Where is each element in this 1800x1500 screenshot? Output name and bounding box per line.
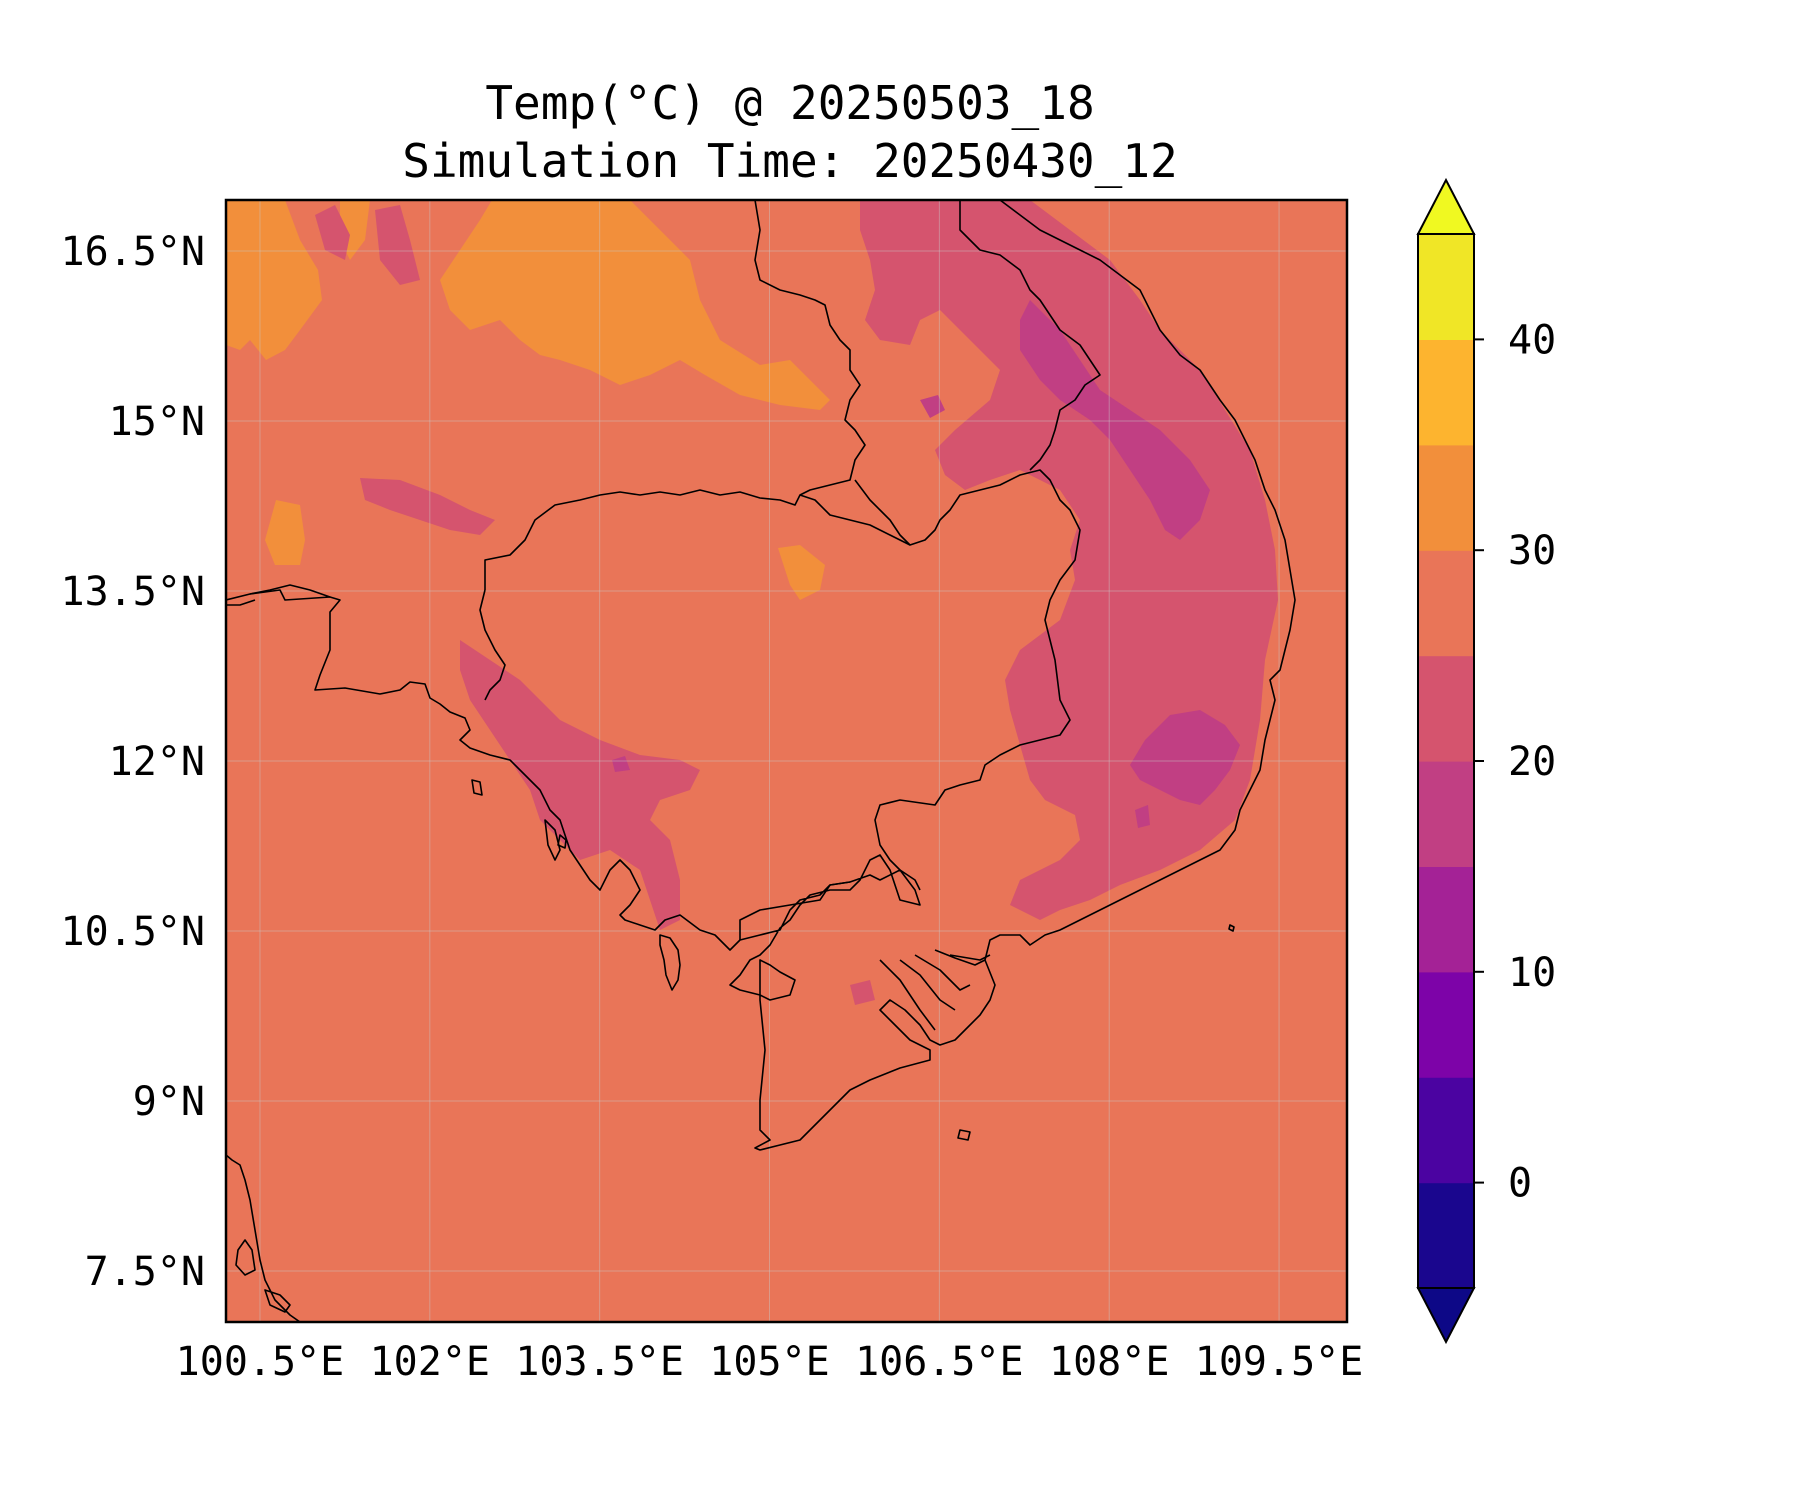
- colorbar-tick-label: 0: [1508, 1161, 1532, 1207]
- contour-15-20-lam-dong: [1130, 710, 1240, 805]
- y-tick-label: 12°N: [109, 739, 205, 785]
- colorbar-extend-high: [1416, 177, 1476, 235]
- colorbar-tick-label: 30: [1508, 528, 1556, 574]
- border-thailand-cambodia: [249, 200, 866, 598]
- border-laos-cambodia: [799, 494, 911, 546]
- colorbar-segment: [1418, 339, 1474, 446]
- coastline-malay-peninsula: [226, 1154, 301, 1322]
- x-tick-label: 103.5°E: [515, 1339, 684, 1385]
- contour-20-25-southeast-patch: [850, 980, 875, 1005]
- colorbar-tick-label: 40: [1508, 317, 1556, 363]
- contour-30-35-north-central: [440, 200, 830, 410]
- contour-30-35-isolated-3: [778, 545, 825, 600]
- island-gulf-1: [471, 779, 483, 796]
- contour-20-25-west: [360, 478, 495, 535]
- colorbar-segment: [1418, 1077, 1474, 1184]
- colorbar-segment: [1418, 866, 1474, 973]
- colorbar-segment: [1418, 234, 1474, 340]
- colorbar: 0 10 20 30 40: [1416, 177, 1556, 1345]
- y-tick-label: 9°N: [133, 1079, 205, 1125]
- x-tick-label: 105°E: [709, 1339, 829, 1385]
- colorbar-segment: [1418, 971, 1474, 1078]
- colorbar-segment: [1418, 444, 1474, 551]
- y-tick-label: 7.5°N: [85, 1249, 205, 1295]
- contour-30-35-isolated-2: [265, 500, 305, 565]
- temperature-field-contours: [226, 200, 1278, 1005]
- border-laos-vietnam: [959, 200, 1101, 471]
- border-thailand-myanmar: [226, 599, 256, 606]
- map-title: Temp(°C) @ 20250503_18 Simulation Time: …: [0, 74, 1580, 190]
- contour-15-20-small-1: [920, 395, 945, 418]
- contour-20-25-cardamom: [460, 640, 700, 930]
- x-tick-label: 108°E: [1049, 1339, 1169, 1385]
- y-tick-label: 16.5°N: [61, 229, 206, 275]
- colorbar-segment: [1418, 655, 1474, 762]
- colorbar-tick-label: 10: [1508, 950, 1556, 996]
- title-line-2: Simulation Time: 20250430_12: [402, 134, 1178, 188]
- y-axis: 16.5°N 15°N 13.5°N 12°N 10.5°N 9°N 7.5°N: [61, 229, 206, 1295]
- colorbar-extend-low: [1416, 1287, 1476, 1345]
- colorbar-segment: [1418, 761, 1474, 867]
- island-koh-kong: [544, 819, 561, 861]
- contour-20-25-northwest-strip: [315, 205, 350, 260]
- x-tick-label: 100.5°E: [176, 1339, 345, 1385]
- gridlines: [226, 200, 1347, 1322]
- island-southeast-1: [957, 1129, 971, 1141]
- title-line-1: Temp(°C) @ 20250503_18: [485, 76, 1095, 130]
- contour-15-20-small-2: [612, 756, 630, 772]
- colorbar-segment: [1418, 550, 1474, 657]
- y-tick-label: 13.5°N: [61, 569, 206, 615]
- coastlines-and-borders: [226, 200, 1296, 1322]
- island-phu-quoc: [659, 934, 681, 991]
- coastline-gulf-of-thailand: [226, 200, 1296, 1151]
- y-tick-label: 15°N: [109, 399, 205, 445]
- y-tick-label: 10.5°N: [61, 909, 206, 955]
- contour-15-20-kon-tum: [1020, 300, 1210, 540]
- colorbar-tick-label: 20: [1508, 739, 1556, 785]
- island-gulf-2: [557, 834, 567, 849]
- border-cambodia-vietnam: [479, 469, 1081, 940]
- x-tick-label: 102°E: [370, 1339, 490, 1385]
- contour-20-25-north-strip: [375, 205, 420, 285]
- colorbar-segment: [1418, 1182, 1474, 1289]
- x-tick-label: 109.5°E: [1195, 1339, 1364, 1385]
- contour-15-20-small-3: [1135, 805, 1150, 828]
- contour-30-35-northwest: [226, 200, 322, 360]
- x-axis: 100.5°E 102°E 103.5°E 105°E 106.5°E 108°E 109.…: [176, 1339, 1364, 1385]
- island-southeast-2: [1228, 924, 1235, 932]
- mekong-delta-channels: [879, 949, 991, 1031]
- x-tick-label: 106.5°E: [855, 1339, 1024, 1385]
- map-frame: [224, 198, 1349, 1324]
